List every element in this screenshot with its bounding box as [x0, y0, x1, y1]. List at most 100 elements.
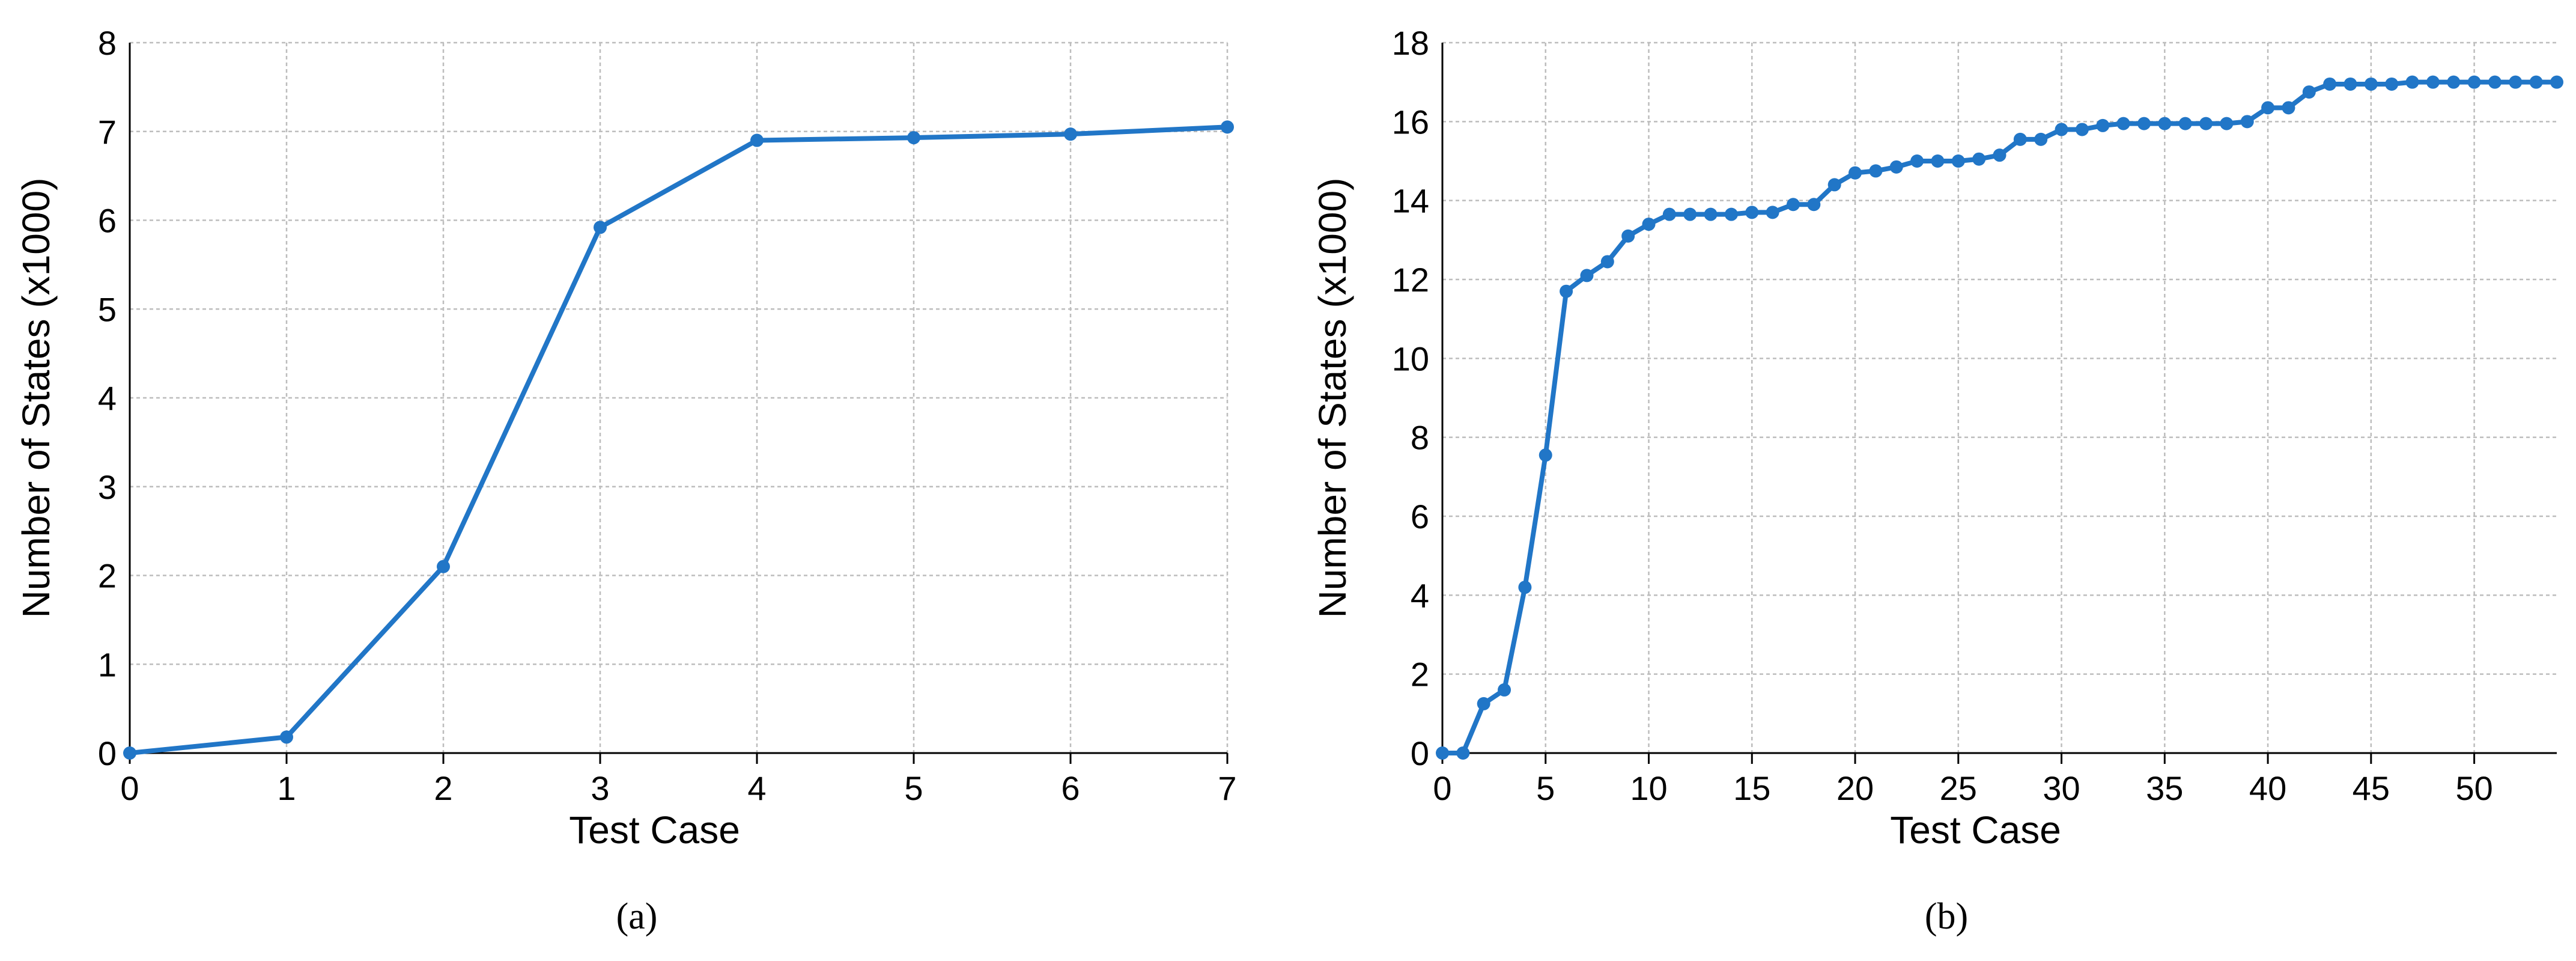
- data-point: [1600, 255, 1614, 269]
- data-point: [2364, 77, 2378, 91]
- x-axis-title: Test Case: [1890, 808, 2061, 852]
- data-point: [2529, 75, 2543, 89]
- data-point: [1931, 154, 1945, 168]
- caption: (b): [1925, 896, 1968, 937]
- data-point: [2096, 118, 2110, 132]
- data-point: [2055, 123, 2068, 136]
- y-tick-label: 0: [98, 734, 117, 772]
- data-point: [1745, 206, 1759, 219]
- y-tick-label: 2: [98, 557, 117, 595]
- x-axis-title: Test Case: [569, 808, 740, 852]
- x-tick-label: 7: [1218, 769, 1236, 807]
- x-tick-label: 50: [2455, 769, 2492, 807]
- data-point: [1560, 284, 1573, 298]
- data-point: [2447, 75, 2461, 89]
- data-point: [1972, 152, 1986, 166]
- data-point: [1518, 581, 1532, 594]
- data-point: [2282, 101, 2295, 115]
- x-tick-label: 15: [1733, 769, 1770, 807]
- data-point: [1662, 207, 1676, 221]
- data-point: [2426, 75, 2440, 89]
- x-tick-label: 2: [434, 769, 452, 807]
- caption: (a): [616, 896, 658, 937]
- y-tick-label: 8: [98, 24, 117, 62]
- y-tick-label: 4: [1411, 576, 1429, 614]
- y-tick-label: 18: [1392, 24, 1429, 62]
- y-tick-label: 8: [1411, 419, 1429, 457]
- data-point: [2199, 117, 2213, 130]
- data-point: [280, 730, 293, 744]
- data-point: [1993, 148, 2006, 162]
- y-tick-label: 5: [98, 290, 117, 328]
- data-point: [2220, 117, 2234, 130]
- data-point: [2075, 123, 2089, 136]
- y-tick-label: 2: [1411, 656, 1429, 694]
- x-tick-label: 10: [1630, 769, 1667, 807]
- data-point: [1477, 697, 1490, 710]
- data-point: [2509, 75, 2523, 89]
- data-point: [907, 131, 920, 145]
- data-point: [2323, 77, 2337, 91]
- data-point: [1621, 229, 1635, 243]
- data-point: [2405, 75, 2419, 89]
- data-point: [2385, 77, 2399, 91]
- y-tick-label: 3: [98, 468, 117, 506]
- data-point: [1827, 178, 1841, 192]
- data-point: [2178, 117, 2192, 130]
- y-tick-label: 6: [1411, 498, 1429, 535]
- x-tick-label: 40: [2249, 769, 2286, 807]
- data-point: [1910, 154, 1924, 168]
- data-point: [594, 221, 607, 234]
- data-line: [129, 124, 1228, 755]
- data-point: [1498, 683, 1511, 697]
- y-tick-label: 6: [98, 202, 117, 240]
- x-tick-label: 35: [2146, 769, 2183, 807]
- data-point: [2467, 75, 2481, 89]
- x-tick-label: 5: [1536, 769, 1555, 807]
- data-point: [1456, 746, 1470, 760]
- data-point: [1786, 198, 1800, 212]
- x-tick-label: 20: [1836, 769, 1874, 807]
- x-tick-label: 5: [904, 769, 923, 807]
- data-point: [1704, 207, 1718, 221]
- data-point: [2116, 117, 2130, 130]
- data-point: [1889, 160, 1903, 174]
- data-point: [1807, 198, 1821, 212]
- data-point: [1724, 207, 1738, 221]
- data-point: [2344, 77, 2357, 91]
- y-axis-title: Number of States (x1000): [14, 178, 58, 618]
- x-tick-label: 6: [1061, 769, 1080, 807]
- data-point: [2261, 101, 2275, 115]
- y-tick-label: 12: [1392, 261, 1429, 299]
- x-tick-label: 25: [1940, 769, 1977, 807]
- y-tick-label: 7: [98, 113, 117, 151]
- y-tick-label: 10: [1392, 340, 1429, 377]
- data-point: [1580, 269, 1594, 282]
- data-line: [1442, 79, 2557, 755]
- x-tick-label: 45: [2353, 769, 2390, 807]
- data-point: [2550, 75, 2563, 89]
- data-point: [2034, 132, 2048, 146]
- data-point: [2158, 117, 2172, 130]
- x-tick-label: 3: [591, 769, 609, 807]
- x-tick-label: 0: [1433, 769, 1451, 807]
- data-point: [2240, 115, 2254, 129]
- data-point: [437, 560, 450, 573]
- y-tick-label: 14: [1392, 182, 1429, 220]
- y-tick-label: 4: [98, 379, 117, 417]
- data-point: [1869, 164, 1883, 178]
- x-tick-label: 4: [747, 769, 766, 807]
- data-point: [1766, 206, 1779, 219]
- data-point: [750, 133, 764, 147]
- x-tick-label: 1: [277, 769, 296, 807]
- data-point: [123, 746, 136, 760]
- data-point: [1848, 166, 1862, 180]
- data-point: [2302, 85, 2316, 99]
- y-axis-title: Number of States (x1000): [1311, 178, 1354, 618]
- data-point: [1951, 154, 1965, 168]
- data-point: [1064, 127, 1077, 141]
- y-tick-label: 0: [1411, 734, 1429, 772]
- data-point: [1436, 746, 1449, 760]
- data-point: [1642, 218, 1656, 231]
